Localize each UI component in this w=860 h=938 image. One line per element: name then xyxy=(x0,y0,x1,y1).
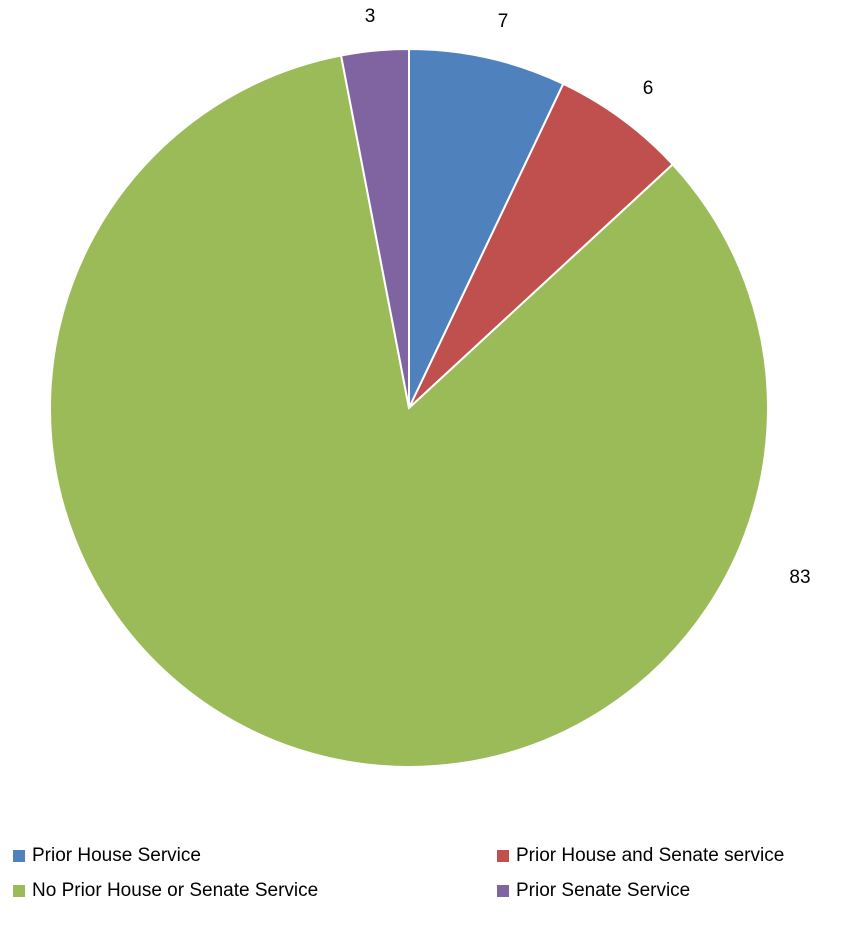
legend-item: No Prior House or Senate Service xyxy=(13,880,318,901)
legend-swatch xyxy=(13,885,25,897)
legend-item: Prior House and Senate service xyxy=(497,845,784,866)
data-label: 7 xyxy=(498,11,509,32)
legend-label: Prior House Service xyxy=(32,845,201,866)
pie-slice-prior-house-and-senate-service xyxy=(408,82,675,409)
pie-slice-no-prior-house-or-senate-service xyxy=(49,54,769,768)
pie-slice-prior-senate-service xyxy=(339,47,410,409)
data-label: 3 xyxy=(365,6,376,27)
legend-swatch xyxy=(497,850,509,862)
data-label: 83 xyxy=(789,567,810,588)
legend-label: No Prior House or Senate Service xyxy=(32,880,318,901)
legend-swatch xyxy=(13,850,25,862)
data-labels: 7 6 83 3 xyxy=(365,6,811,588)
legend: Prior House Service Prior House and Senat… xyxy=(13,845,784,901)
pie-slice-prior-house-service xyxy=(408,47,565,409)
pie-slices xyxy=(49,47,769,768)
legend-label: Prior Senate Service xyxy=(516,880,690,901)
legend-swatch xyxy=(497,885,509,897)
legend-item: Prior Senate Service xyxy=(497,880,690,901)
data-label: 6 xyxy=(643,78,654,99)
legend-item: Prior House Service xyxy=(13,845,201,866)
legend-label: Prior House and Senate service xyxy=(516,845,784,866)
